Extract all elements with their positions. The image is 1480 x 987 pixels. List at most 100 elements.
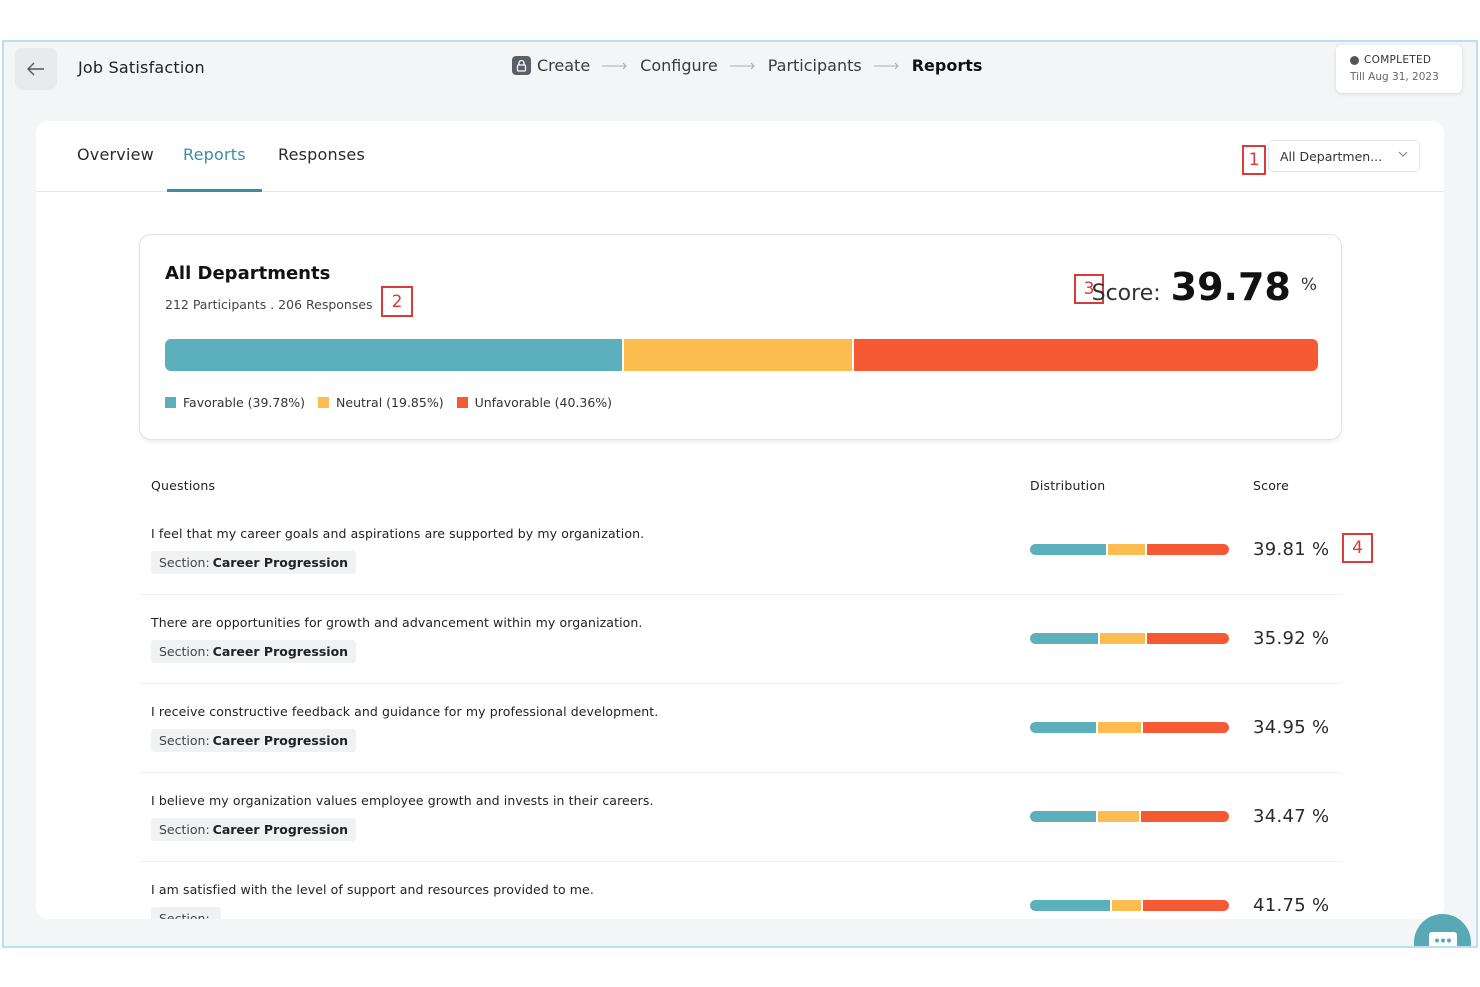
swatch xyxy=(165,397,176,408)
distribution-bar xyxy=(165,339,1318,371)
arrow-right-icon xyxy=(729,62,756,70)
table-row[interactable]: I feel that my career goals and aspirati… xyxy=(139,506,1373,595)
annotation-marker: 2 xyxy=(381,286,413,317)
legend-neutral: Neutral (19.85%) xyxy=(318,395,444,410)
question-text: I believe my organization values employe… xyxy=(151,793,654,808)
column-header-score: Score xyxy=(1253,478,1290,493)
question-distribution-bar xyxy=(1030,811,1229,822)
step-participants[interactable]: Participants xyxy=(768,56,862,75)
overall-score: Score: 39.78 % xyxy=(1092,265,1317,309)
favorable-segment xyxy=(1030,544,1107,555)
neutral-segment xyxy=(1098,722,1142,733)
section-name: Career Progression xyxy=(212,733,349,748)
status-date: Till Aug 31, 2023 xyxy=(1350,71,1439,83)
department-select[interactable]: All Departmen... xyxy=(1268,140,1420,172)
section-prefix: Section: xyxy=(159,733,210,748)
favorable-segment xyxy=(1030,811,1097,822)
arrow-left-icon xyxy=(27,62,44,76)
table-row[interactable]: There are opportunities for growth and a… xyxy=(139,595,1342,684)
favorable-segment xyxy=(1030,722,1097,733)
step-label: Participants xyxy=(767,56,862,75)
summary-card: All Departments 212 Participants . 206 R… xyxy=(139,234,1342,440)
section-tag: Section: Career Progression xyxy=(151,729,357,752)
tab-bar: Overview Reports Responses 1 All Departm… xyxy=(36,121,1444,192)
section-prefix: Section: xyxy=(159,555,210,570)
wizard-steps: Create Configure Participants Reports xyxy=(512,56,982,75)
swatch xyxy=(456,397,468,408)
neutral-segment xyxy=(1108,544,1146,555)
arrow-right-icon xyxy=(873,62,900,70)
step-reports[interactable]: Reports xyxy=(912,56,983,75)
table-row[interactable]: I believe my organization values employe… xyxy=(139,773,1342,862)
legend-unfavorable: Unfavorable (40.36%) xyxy=(456,395,613,410)
legend-label: Favorable (39.78%) xyxy=(183,395,306,410)
active-tab-indicator xyxy=(167,189,262,192)
section-tag: Section: xyxy=(151,907,221,919)
unfavorable-segment xyxy=(1147,544,1229,555)
section-tag: Section: Career Progression xyxy=(151,818,357,841)
step-configure[interactable]: Configure xyxy=(640,56,718,75)
department-select-value: All Departmen... xyxy=(1280,148,1383,164)
annotation-marker: 4 xyxy=(1342,533,1373,563)
favorable-segment xyxy=(1030,900,1110,911)
section-prefix: Section: xyxy=(159,644,210,659)
section-tag: Section: Career Progression xyxy=(151,640,357,663)
question-distribution-bar xyxy=(1030,722,1229,733)
status-label: COMPLETED xyxy=(1364,54,1432,66)
question-text: I receive constructive feedback and guid… xyxy=(151,704,659,719)
step-label: Reports xyxy=(911,56,983,75)
survey-title: Job Satisfaction xyxy=(78,58,205,77)
section-name: Career Progression xyxy=(212,555,349,570)
summary-subtitle: 212 Participants . 206 Responses xyxy=(165,297,373,312)
lock-icon xyxy=(512,56,531,75)
section-prefix: Section: xyxy=(159,822,210,837)
status-dot-icon xyxy=(1350,55,1359,65)
status-card: COMPLETED Till Aug 31, 2023 xyxy=(1336,45,1462,93)
column-header-questions: Questions xyxy=(151,478,216,493)
question-distribution-bar xyxy=(1030,900,1229,911)
table-row[interactable]: I am satisfied with the level of support… xyxy=(139,862,1342,919)
score-value: 39.78 xyxy=(1170,265,1291,309)
tab-responses[interactable]: Responses xyxy=(278,145,365,164)
question-score: 35.92 % xyxy=(1253,628,1330,649)
section-name: Career Progression xyxy=(212,644,349,659)
chevron-down-icon xyxy=(1398,151,1408,157)
favorable-segment xyxy=(165,339,623,371)
neutral-segment xyxy=(1111,900,1142,911)
table-row[interactable]: I receive constructive feedback and guid… xyxy=(139,684,1342,773)
score-label: Score: xyxy=(1091,281,1161,306)
tab-reports[interactable]: Reports xyxy=(183,145,246,164)
question-text: I feel that my career goals and aspirati… xyxy=(151,526,645,541)
section-prefix: Section: xyxy=(159,911,210,919)
question-distribution-bar xyxy=(1030,633,1229,644)
neutral-segment xyxy=(1100,633,1146,644)
question-score: 39.81 % xyxy=(1253,539,1330,560)
legend-label: Unfavorable (40.36%) xyxy=(474,395,613,410)
main-panel: Overview Reports Responses 1 All Departm… xyxy=(36,121,1444,919)
question-score: 34.47 % xyxy=(1253,806,1330,827)
back-button[interactable] xyxy=(15,48,57,90)
column-header-distribution: Distribution xyxy=(1030,478,1106,493)
step-label: Create xyxy=(537,56,591,75)
summary-title: All Departments xyxy=(165,263,331,284)
unfavorable-segment xyxy=(1147,633,1229,644)
legend: Favorable (39.78%) Neutral (19.85%) Unfa… xyxy=(165,395,625,410)
step-label: Configure xyxy=(640,56,718,75)
app-window: Job Satisfaction Create Configure Partic… xyxy=(2,40,1478,948)
unfavorable-segment xyxy=(1143,900,1229,911)
tab-overview[interactable]: Overview xyxy=(77,145,154,164)
legend-favorable: Favorable (39.78%) xyxy=(165,395,305,410)
legend-label: Neutral (19.85%) xyxy=(336,395,444,410)
step-create[interactable]: Create xyxy=(512,56,590,75)
unfavorable-segment xyxy=(1141,811,1229,822)
unfavorable-segment xyxy=(854,339,1318,371)
neutral-segment xyxy=(624,339,853,371)
chat-button[interactable] xyxy=(1414,914,1471,946)
question-text: I am satisfied with the level of support… xyxy=(151,882,594,897)
question-text: There are opportunities for growth and a… xyxy=(151,615,643,630)
unfavorable-segment xyxy=(1143,722,1229,733)
favorable-segment xyxy=(1030,633,1099,644)
chat-bubble-icon xyxy=(1428,931,1457,946)
question-distribution-bar xyxy=(1030,544,1229,555)
section-tag: Section: Career Progression xyxy=(151,551,357,574)
